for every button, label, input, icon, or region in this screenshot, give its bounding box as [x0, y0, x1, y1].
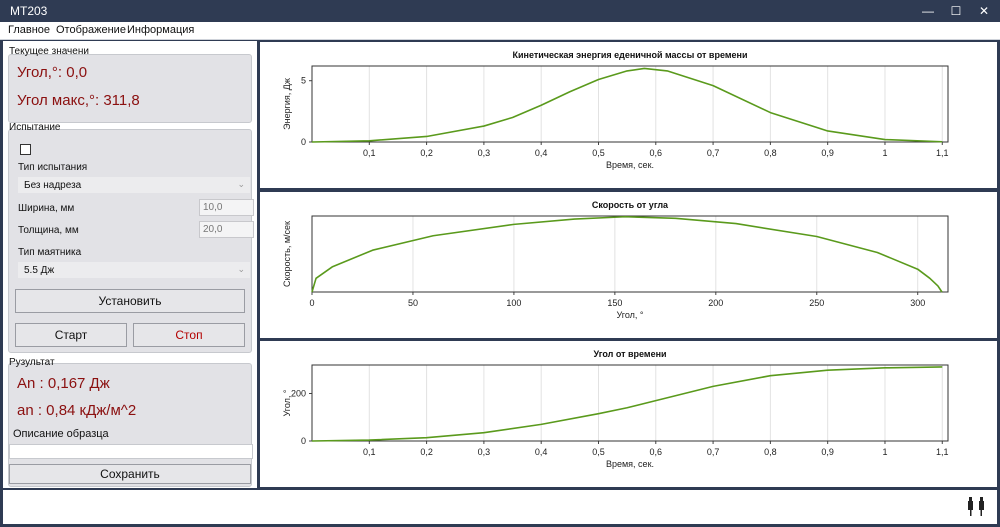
save-button[interactable]: Сохранить: [9, 464, 251, 484]
menu-item-main[interactable]: Главное: [8, 24, 51, 36]
width-label: Ширина, мм: [18, 203, 75, 214]
an-upper-value: An : 0,167 Дж: [17, 375, 110, 392]
width-field[interactable]: 10,0: [199, 199, 254, 216]
test-checkbox[interactable]: [20, 144, 31, 155]
x-tick-label: 0,8: [764, 148, 777, 158]
pendulum-type-value: 5.5 Дж: [24, 265, 55, 276]
menu-bar: Главное Отображение Информация: [0, 22, 1000, 40]
series-line: [311, 366, 943, 442]
x-tick-label: 0,3: [478, 148, 491, 158]
thickness-label: Толщина, мм: [18, 225, 79, 236]
x-axis-label: Угол, °: [616, 310, 643, 320]
energy-chart-panel: Кинетическая энергия еденичной массы от …: [260, 42, 997, 188]
left-panel: Угол,°: 0,0 Угол макс,°: 311,8 Текущее з…: [3, 41, 257, 488]
chevron-down-icon: ⌄: [237, 264, 245, 274]
menu-item-display[interactable]: Отображение: [56, 24, 126, 36]
plug-icon: [968, 497, 984, 516]
y-axis-label: Угол, °: [282, 389, 292, 416]
max-angle: Угол макс,°: 311,8: [17, 92, 140, 109]
x-tick-label: 0,3: [478, 447, 491, 457]
x-tick-label: 0,1: [363, 148, 376, 158]
series-line: [311, 215, 943, 293]
current-angle: Угол,°: 0,0: [17, 64, 88, 81]
y-tick-label: 0: [301, 436, 306, 446]
x-tick-label: 50: [408, 298, 418, 308]
close-button[interactable]: ✕: [970, 0, 998, 22]
angle-chart-panel: Угол от времени 0,1 0,2 0,3 0,4 0,5 0,6 0,7 0,8 0…: [260, 341, 997, 487]
x-tick-label: 200: [708, 298, 723, 308]
plot-frame: [311, 65, 949, 143]
chart-title: Скорость от угла: [592, 200, 669, 210]
x-tick-label: 0,7: [707, 148, 720, 158]
description-input[interactable]: [9, 444, 253, 459]
chart-title: Кинетическая энергия еденичной массы от …: [513, 50, 748, 60]
set-button[interactable]: Установить: [15, 289, 245, 313]
y-axis-label: Энергия, Дж: [282, 78, 292, 130]
x-tick-label: 0,6: [650, 148, 663, 158]
x-tick-label: 0,4: [535, 447, 548, 457]
speed-chart-panel: Скорость от угла 0 50 100 150 200 250 300 Угол, …: [260, 192, 997, 338]
x-tick-label: 300: [910, 298, 925, 308]
x-tick-label: 150: [607, 298, 622, 308]
x-tick-label: 1: [882, 447, 887, 457]
x-tick-label: 0,2: [420, 447, 433, 457]
x-tick-label: 100: [506, 298, 521, 308]
x-axis-label: Время, сек.: [606, 160, 654, 170]
energy-chart: Кинетическая энергия еденичной массы от …: [282, 50, 949, 170]
stop-button[interactable]: Стоп: [133, 323, 245, 347]
maximize-button[interactable]: ☐: [942, 0, 970, 22]
result-group-title: Рузультат: [9, 357, 55, 368]
y-tick-label: 200: [291, 389, 306, 399]
current-values-title: Текущее значени: [9, 46, 89, 57]
x-tick-label: 1,1: [936, 148, 949, 158]
x-tick-label: 0,9: [821, 148, 834, 158]
thickness-field[interactable]: 20,0: [199, 221, 254, 238]
x-tick-label: 0,5: [592, 148, 605, 158]
x-tick-label: 0,4: [535, 148, 548, 158]
speed-chart: Скорость от угла 0 50 100 150 200 250 300 Угол, …: [282, 200, 949, 320]
chart-title: Угол от времени: [593, 349, 666, 359]
series-line: [311, 67, 943, 143]
minimize-icon: —: [922, 4, 934, 18]
test-type-value: Без надреза: [24, 180, 82, 191]
x-tick-label: 0: [309, 298, 314, 308]
x-tick-label: 250: [809, 298, 824, 308]
x-tick-label: 0,6: [650, 447, 663, 457]
maximize-icon: ☐: [950, 4, 962, 18]
test-group-title: Испытание: [9, 122, 61, 133]
x-tick-label: 0,8: [764, 447, 777, 457]
x-tick-label: 0,7: [707, 447, 720, 457]
test-group: Тип испытания Без надреза ⌄ Ширина, мм 1…: [8, 129, 254, 353]
x-tick-label: 0,5: [592, 447, 605, 457]
y-axis-label: Скорость, м/сек: [282, 221, 292, 287]
plot-frame: [311, 364, 949, 442]
x-tick-label: 1,1: [936, 447, 949, 457]
y-tick-label: 5: [301, 76, 306, 86]
y-tick-label: 0: [301, 137, 306, 147]
x-tick-label: 1: [882, 148, 887, 158]
window-title: MT203: [10, 4, 48, 18]
status-bar: [3, 490, 997, 524]
x-tick-label: 0,1: [363, 447, 376, 457]
test-type-select[interactable]: Без надреза ⌄: [17, 176, 251, 194]
title-bar: MT203 — ☐ ✕: [0, 0, 1000, 22]
pendulum-type-select[interactable]: 5.5 Дж ⌄: [17, 261, 251, 279]
chevron-down-icon: ⌄: [237, 179, 245, 189]
x-axis-label: Время, сек.: [606, 459, 654, 469]
an-lower-value: an : 0,84 кДж/м^2: [17, 402, 137, 419]
start-button[interactable]: Старт: [15, 323, 127, 347]
x-tick-label: 0,9: [821, 447, 834, 457]
angle-chart: Угол от времени 0,1 0,2 0,3 0,4 0,5 0,6 0,7 0,8 0…: [282, 349, 949, 469]
test-type-label: Тип испытания: [18, 162, 88, 173]
menu-item-info[interactable]: Информация: [127, 24, 195, 36]
description-label: Описание образца: [13, 428, 109, 440]
current-values-group: Угол,°: 0,0 Угол макс,°: 311,8: [8, 54, 252, 123]
x-tick-label: 0,2: [420, 148, 433, 158]
pendulum-type-label: Тип маятника: [18, 247, 82, 258]
plot-frame: [311, 215, 949, 293]
result-group: An : 0,167 Дж an : 0,84 кДж/м^2 Описание…: [8, 363, 253, 487]
close-icon: ✕: [978, 4, 990, 18]
minimize-button[interactable]: —: [914, 0, 942, 22]
